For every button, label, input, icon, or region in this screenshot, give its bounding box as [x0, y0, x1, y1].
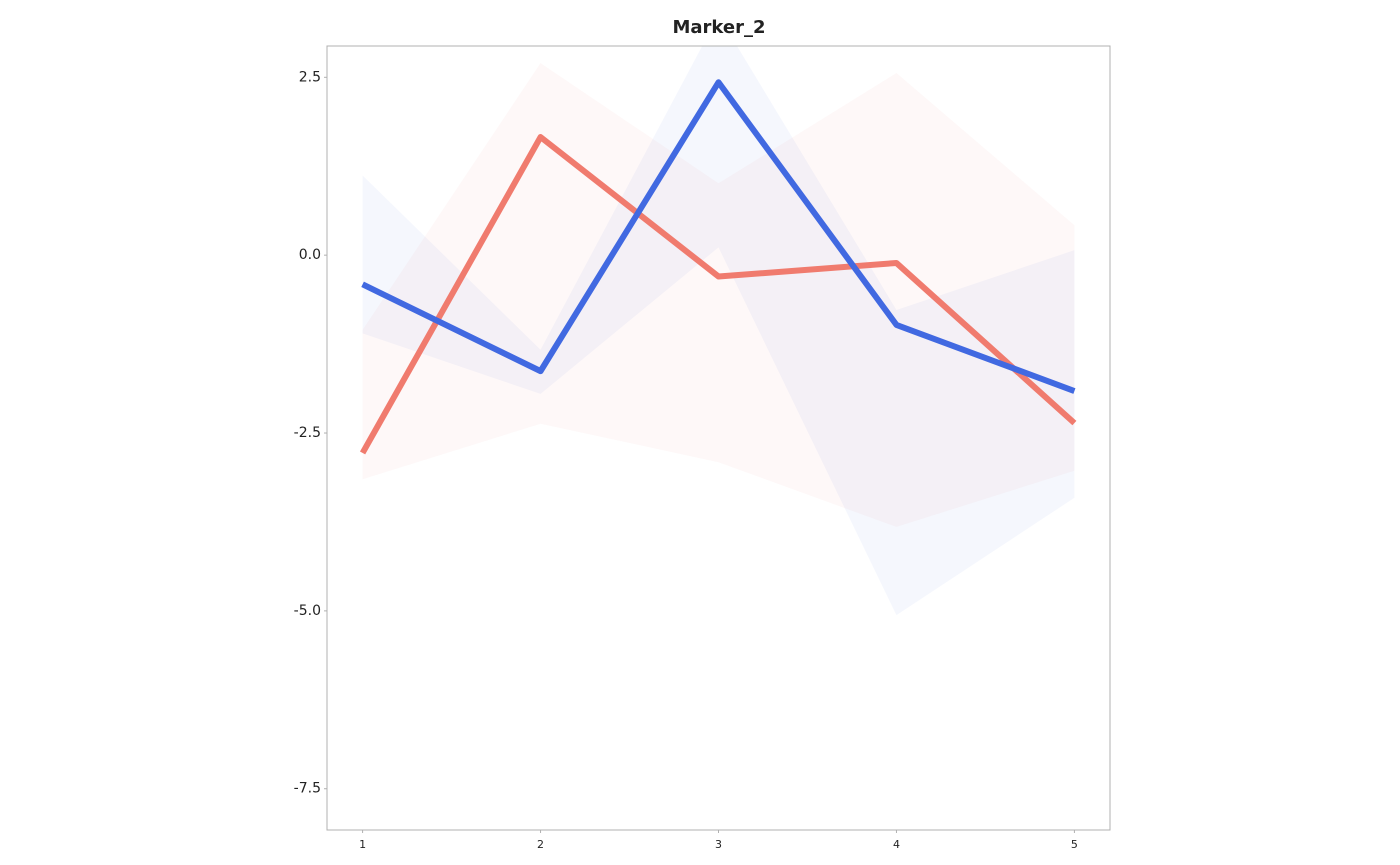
error-band: [362, 46, 1075, 616]
y-tick-label: -7.5: [294, 781, 321, 797]
x-tick-label: 4: [893, 838, 900, 851]
y-tick-label: 0.0: [299, 247, 321, 263]
plot-area: [359, 46, 1077, 616]
x-tick-label: 5: [1071, 838, 1078, 851]
x-tick-label: 3: [715, 838, 722, 851]
x-tick-label: 1: [359, 838, 366, 851]
chart-title: Marker_2: [672, 17, 765, 38]
x-tick-label: 2: [537, 838, 544, 851]
y-tick-label: 2.5: [299, 69, 321, 85]
y-tick-label: -5.0: [294, 603, 321, 619]
line: [361, 79, 1076, 394]
line: [359, 134, 1077, 455]
error-band: [362, 63, 1075, 527]
y-tick-label: -2.5: [294, 425, 321, 441]
